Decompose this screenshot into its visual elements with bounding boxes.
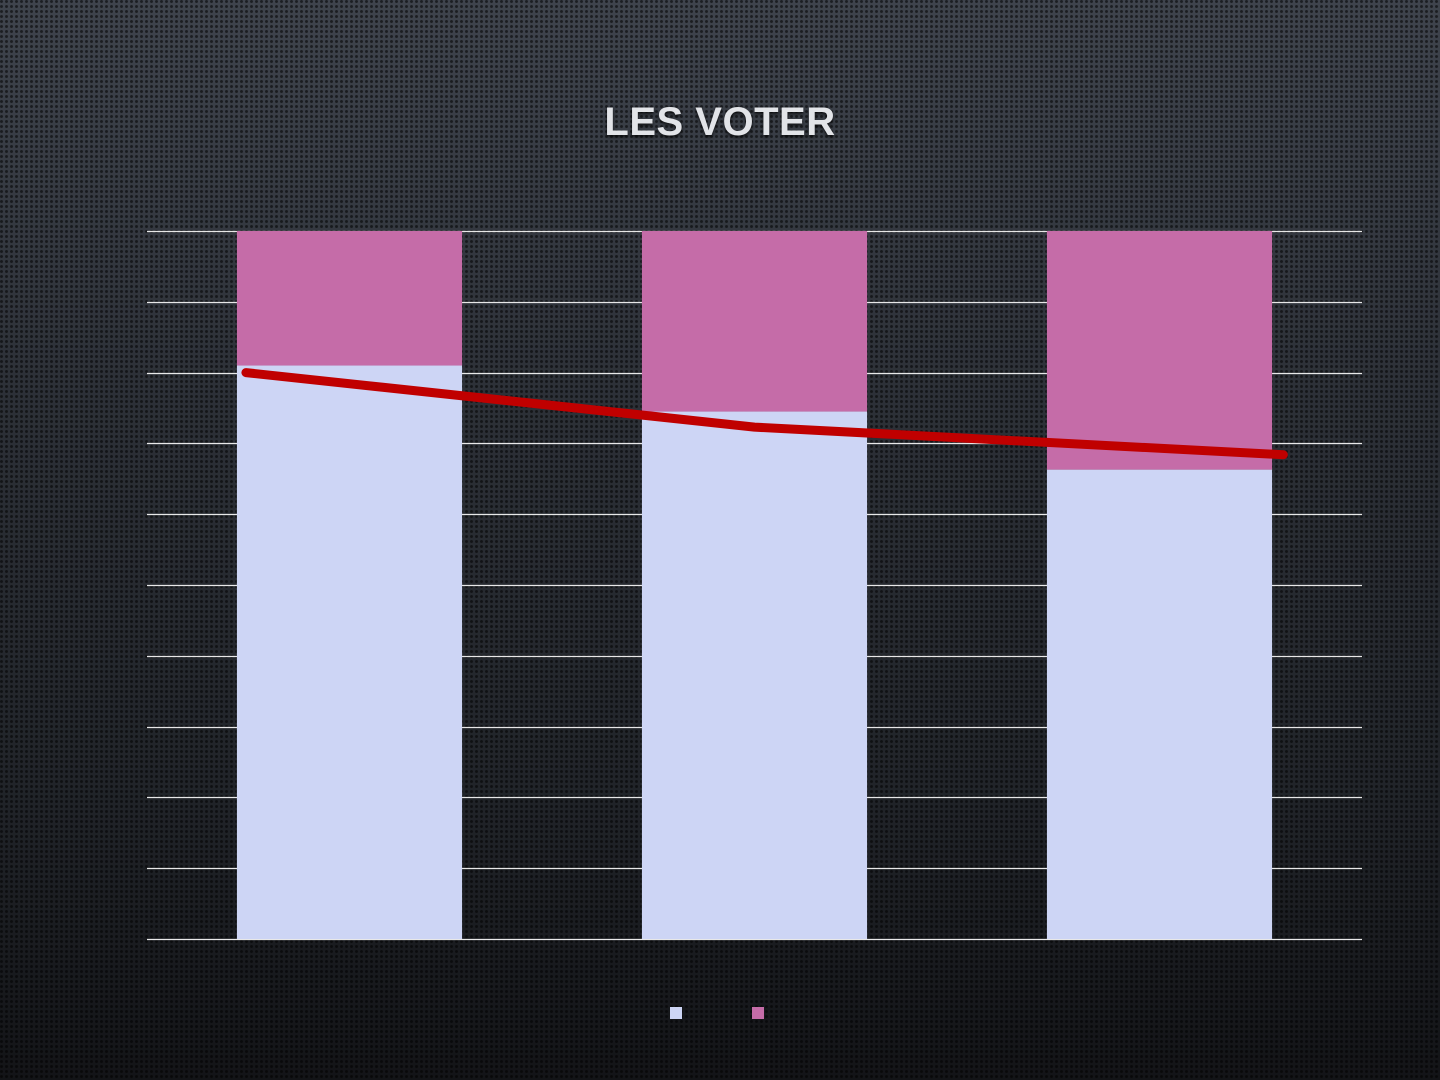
legend-item-series-2: [752, 1007, 770, 1019]
legend-item-series-1: [670, 1007, 688, 1019]
trendline: [241, 368, 1288, 460]
chart-title: LES VOTER: [604, 100, 836, 144]
bar-segment-series-1: [641, 411, 868, 939]
legend-swatch-series-2: [752, 1007, 764, 1019]
bar-segment-series-2: [236, 231, 463, 366]
bar-segment-series-2: [1046, 231, 1273, 470]
bar-segment-series-1: [236, 365, 463, 939]
bars: [236, 231, 1273, 939]
legend-swatch-series-1: [670, 1007, 682, 1019]
bar-segment-series-1: [1046, 469, 1273, 939]
bar-segment-series-2: [641, 231, 868, 412]
trendline-layer: [241, 368, 1288, 460]
legend: [0, 1007, 1440, 1019]
